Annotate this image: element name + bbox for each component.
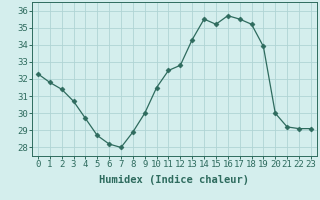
X-axis label: Humidex (Indice chaleur): Humidex (Indice chaleur) [100,175,249,185]
